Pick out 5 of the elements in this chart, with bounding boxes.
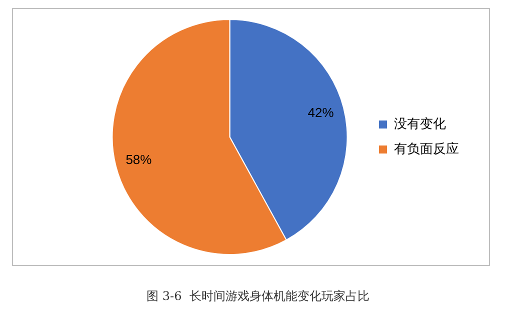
legend-label: 没有变化 <box>394 116 446 132</box>
data-label: 58% <box>126 152 152 167</box>
data-label: 42% <box>308 105 334 120</box>
caption: 图 3-6 长时间游戏身体机能变化玩家占比 <box>146 288 370 305</box>
legend-label: 有负面反应 <box>394 140 459 157</box>
